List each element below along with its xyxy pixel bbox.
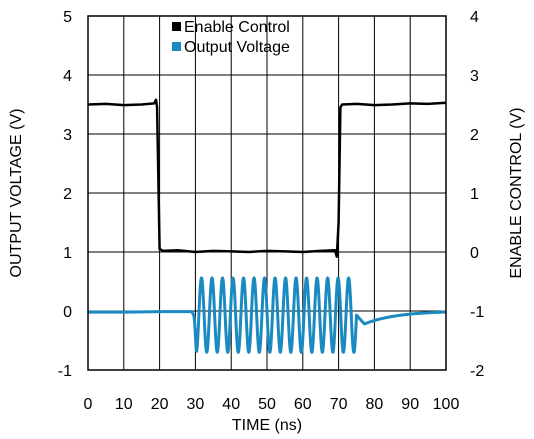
x-tick-label: 30 xyxy=(187,396,205,413)
legend: Enable Control Output Voltage xyxy=(172,19,290,56)
series-output-voltage-line xyxy=(88,276,448,354)
ticks: 0 10 20 30 40 50 60 70 80 90 100 -1 0 1 2 3 4 5 -2 -1 0 1 2 3 4 xyxy=(58,9,485,413)
x-tick-label: 80 xyxy=(366,396,384,413)
series-layer xyxy=(87,98,448,354)
y-right-tick-label: -1 xyxy=(470,304,484,321)
y-left-tick-label: 2 xyxy=(63,186,72,203)
legend-swatch-enable-control xyxy=(172,22,181,31)
x-tick-label: 0 xyxy=(84,396,93,413)
x-tick-label: 90 xyxy=(401,396,419,413)
series-enable-control-line xyxy=(87,98,447,258)
x-tick-label: 60 xyxy=(294,396,312,413)
y-left-tick-label: 4 xyxy=(63,68,72,85)
legend-label-enable-control: Enable Control xyxy=(184,19,290,36)
y-axis-title-right: ENABLE CONTROL (V) xyxy=(508,108,525,279)
y-right-tick-label: -2 xyxy=(470,363,484,380)
y-right-tick-label: 4 xyxy=(470,9,479,26)
x-tick-label: 10 xyxy=(115,396,133,413)
y-axis-title-left: OUTPUT VOLTAGE (V) xyxy=(8,109,25,278)
y-right-tick-label: 3 xyxy=(470,68,479,85)
y-left-tick-label: 1 xyxy=(63,245,72,262)
y-right-tick-label: 0 xyxy=(470,245,479,262)
x-tick-label: 20 xyxy=(151,396,169,413)
plot-frame xyxy=(87,15,447,371)
x-axis-title: TIME (ns) xyxy=(232,417,302,434)
x-tick-label: 50 xyxy=(258,396,276,413)
legend-label-output-voltage: Output Voltage xyxy=(184,39,290,56)
x-tick-label: 70 xyxy=(330,396,348,413)
y-right-tick-label: 2 xyxy=(470,127,479,144)
y-left-tick-label: -1 xyxy=(58,363,72,380)
y-left-tick-label: 3 xyxy=(63,127,72,144)
legend-swatch-output-voltage xyxy=(172,42,181,51)
x-tick-label: 40 xyxy=(222,396,240,413)
x-tick-label: 100 xyxy=(433,396,460,413)
y-right-tick-label: 1 xyxy=(470,186,479,203)
y-left-tick-label: 0 xyxy=(63,304,72,321)
y-left-tick-label: 5 xyxy=(63,9,72,26)
